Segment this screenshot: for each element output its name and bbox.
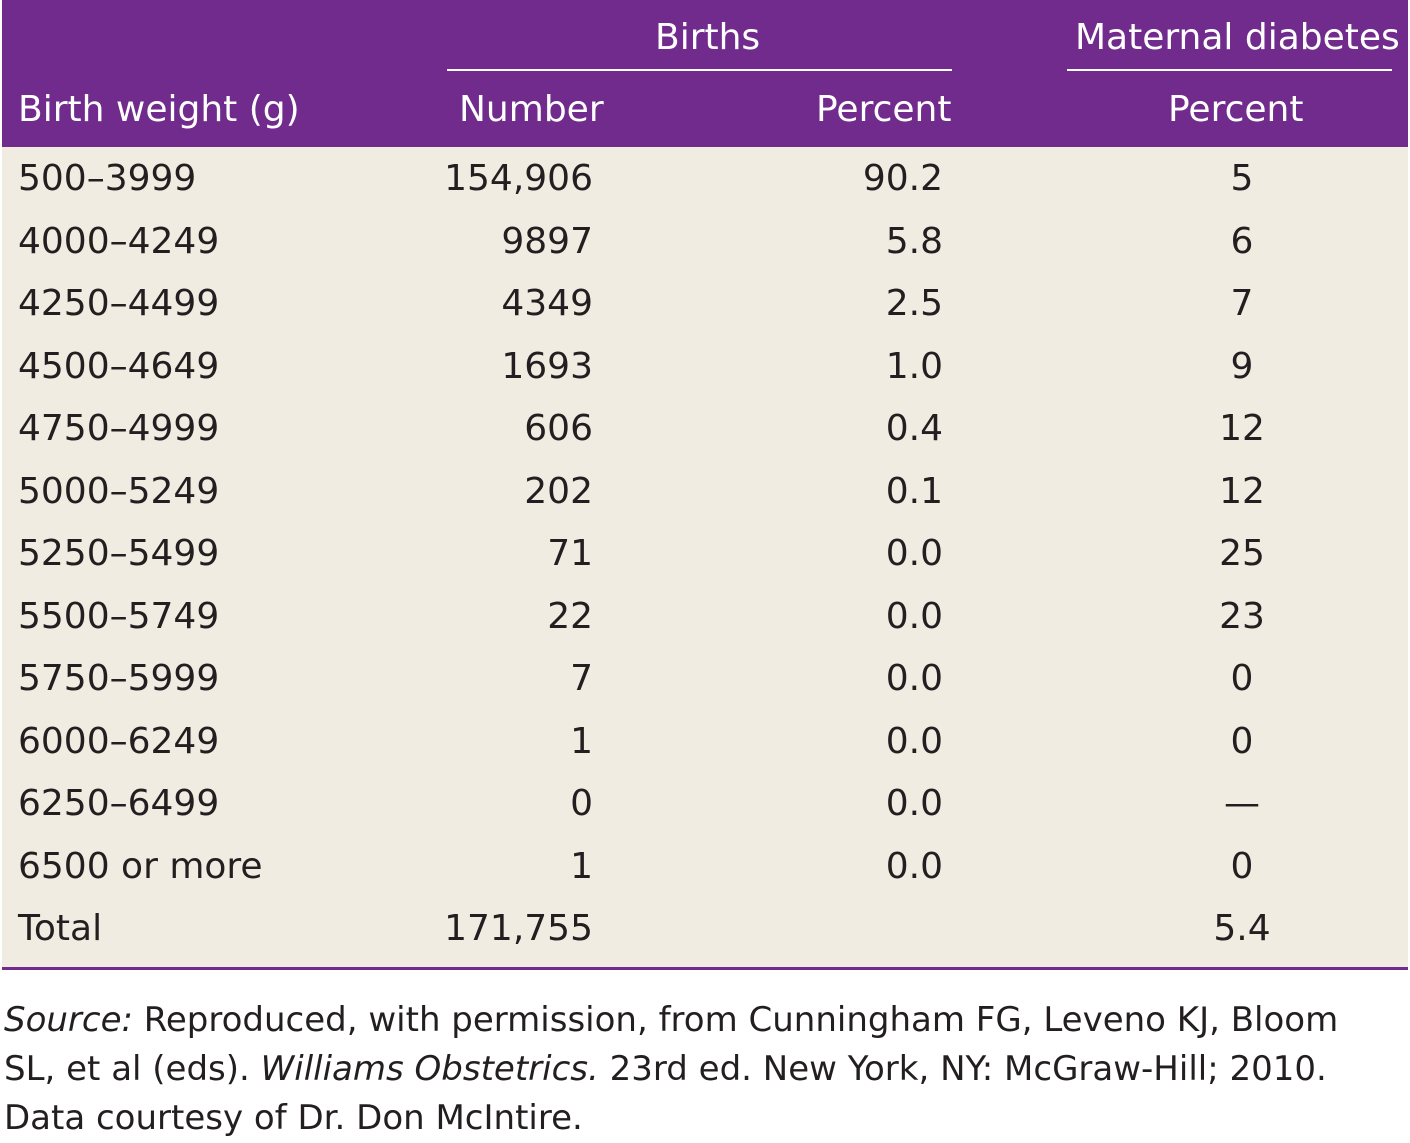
- cell-percent: 0.4: [885, 408, 943, 449]
- col-header-diabetes-percent: Percent: [1168, 89, 1304, 130]
- cell-diabetes-percent: 0: [1230, 658, 1254, 699]
- cell-number: 9897: [501, 220, 593, 262]
- cell-percent: 0.0: [885, 658, 943, 699]
- cell-number: 0: [570, 783, 593, 824]
- cell-diabetes-percent: 0: [1230, 845, 1254, 887]
- cell-diabetes-percent: 5.4: [1213, 908, 1271, 949]
- cell-birth-weight: 500–3999: [18, 158, 197, 199]
- cell-diabetes-percent: 12: [1219, 408, 1265, 449]
- cell-diabetes-percent: —: [1224, 783, 1260, 824]
- cell-diabetes-percent: 9: [1230, 345, 1254, 387]
- table-row: 4500–4649 1693 1.0 9: [2, 336, 1408, 398]
- table-row: 5000–5249 202 0.1 12: [2, 461, 1408, 523]
- table-row: 6000–6249 1 0.0 0: [2, 711, 1408, 773]
- cell-number: 606: [524, 408, 593, 449]
- cell-birth-weight: 5250–5499: [18, 533, 220, 574]
- cell-birth-weight: Total: [18, 908, 103, 949]
- cell-birth-weight: 6250–6499: [18, 783, 220, 824]
- cell-number: 171,755: [444, 908, 593, 949]
- source-label: Source:: [4, 1000, 133, 1040]
- births-group-header: Births: [655, 17, 761, 58]
- cell-percent: 0.0: [885, 533, 943, 574]
- table-row: 6250–6499 0 0.0 —: [2, 773, 1408, 835]
- cell-birth-weight: 5750–5999: [18, 658, 220, 699]
- cell-number: 7: [570, 658, 593, 699]
- cell-percent: 5.8: [885, 220, 943, 262]
- cell-percent: 0.0: [885, 595, 943, 637]
- cell-birth-weight: 6000–6249: [18, 720, 220, 762]
- cell-birth-weight: 4750–4999: [18, 408, 220, 449]
- table-row: 5750–5999 7 0.0 0: [2, 648, 1408, 710]
- table-row: 4250–4499 4349 2.5 7: [2, 273, 1408, 335]
- cell-percent: 1.0: [885, 345, 943, 387]
- cell-number: 22: [547, 595, 593, 637]
- col-header-weight: Birth weight (g): [18, 89, 300, 130]
- cell-birth-weight: 4000–4249: [18, 220, 220, 262]
- cell-birth-weight: 4500–4649: [18, 345, 220, 387]
- table-bottom-rule: [2, 967, 1408, 970]
- table-row: 5250–5499 71 0.0 25: [2, 523, 1408, 585]
- cell-percent: 2.5: [885, 283, 943, 324]
- table-body: 500–3999 154,906 90.2 5 4000–4249 9897 5.8 6 425…: [2, 147, 1408, 967]
- cell-number: 1: [570, 720, 593, 762]
- births-group-rule: [447, 69, 952, 71]
- table-header: Births Maternal diabetes Birth weight (g…: [2, 0, 1408, 147]
- cell-birth-weight: 4250–4499: [18, 283, 220, 324]
- cell-percent: 0.0: [885, 845, 943, 887]
- cell-birth-weight: 6500 or more: [18, 845, 263, 887]
- cell-diabetes-percent: 25: [1219, 533, 1265, 574]
- birth-weight-table: Births Maternal diabetes Birth weight (g…: [2, 0, 1408, 967]
- cell-number: 71: [547, 533, 593, 574]
- source-book-title: Williams Obstetrics.: [260, 1049, 599, 1089]
- col-header-number: Number: [459, 89, 604, 130]
- col-header-percent: Percent: [816, 89, 952, 130]
- table-row: 5500–5749 22 0.0 23: [2, 586, 1408, 648]
- source-text-2: 23rd ed. New York, NY: McGraw-Hill; 2010…: [4, 1049, 1327, 1138]
- cell-number: 4349: [501, 283, 593, 324]
- cell-percent: 0.1: [885, 470, 943, 512]
- cell-percent: 0.0: [885, 720, 943, 762]
- cell-diabetes-percent: 0: [1230, 720, 1254, 762]
- cell-number: 1: [570, 845, 593, 887]
- source-text-1: Reproduced, with permission, from Cunnin…: [4, 1000, 1339, 1089]
- cell-diabetes-percent: 7: [1230, 283, 1254, 324]
- cell-diabetes-percent: 23: [1219, 595, 1265, 637]
- cell-diabetes-percent: 6: [1230, 220, 1254, 262]
- table-row: 500–3999 154,906 90.2 5: [2, 148, 1408, 210]
- cell-percent: 0.0: [885, 783, 943, 824]
- cell-diabetes-percent: 5: [1230, 158, 1254, 199]
- cell-number: 202: [524, 470, 593, 512]
- table-row: 6500 or more 1 0.0 0: [2, 836, 1408, 898]
- table-row: Total 171,755 5.4: [2, 898, 1408, 960]
- source-note: Source: Reproduced, with permission, fro…: [4, 996, 1394, 1143]
- cell-birth-weight: 5000–5249: [18, 470, 220, 512]
- cell-birth-weight: 5500–5749: [18, 595, 220, 637]
- cell-percent: 90.2: [862, 158, 943, 199]
- cell-diabetes-percent: 12: [1219, 470, 1265, 512]
- cell-number: 1693: [501, 345, 593, 387]
- cell-number: 154,906: [444, 158, 593, 199]
- table-row: 4750–4999 606 0.4 12: [2, 398, 1408, 460]
- diabetes-group-rule: [1067, 69, 1392, 71]
- table-row: 4000–4249 9897 5.8 6: [2, 211, 1408, 273]
- diabetes-group-header: Maternal diabetes: [1075, 17, 1400, 58]
